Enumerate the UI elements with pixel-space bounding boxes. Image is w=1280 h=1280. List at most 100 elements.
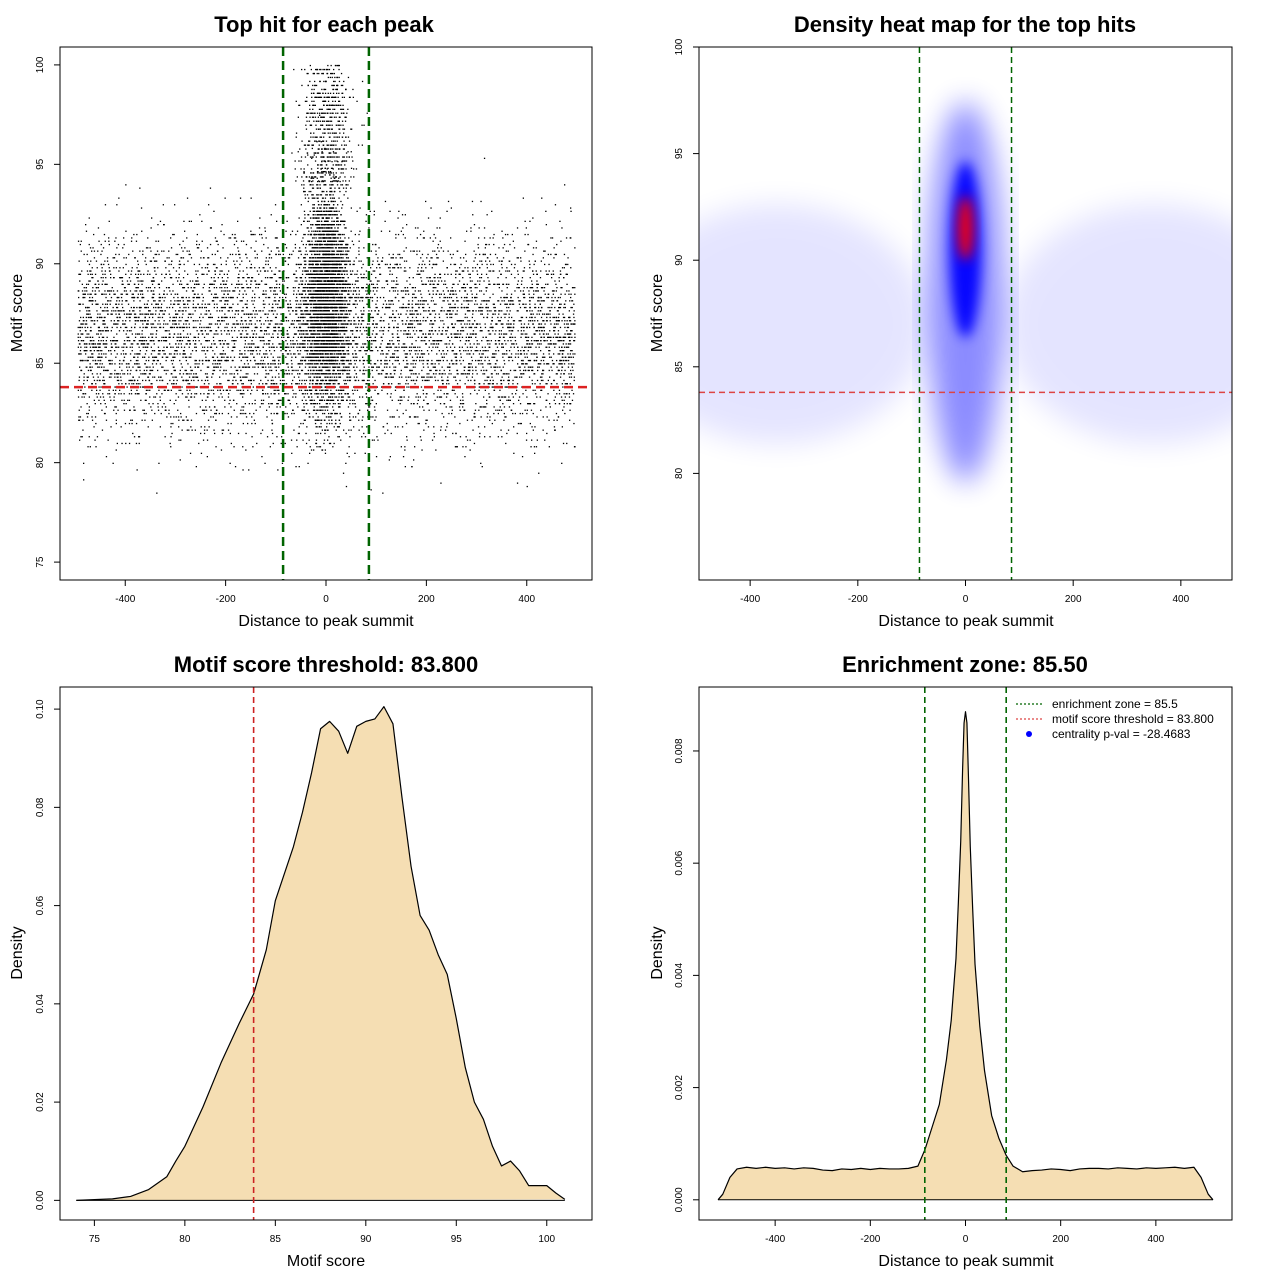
scatter-point [431, 310, 434, 312]
scatter-point [154, 260, 156, 262]
scatter-point [485, 406, 487, 408]
scatter-point [246, 346, 248, 348]
scatter-point [497, 277, 499, 279]
scatter-point [551, 306, 553, 309]
scatter-point [570, 323, 572, 325]
scatter-point [403, 396, 405, 398]
scatter-point [366, 396, 368, 398]
scatter-point [438, 313, 440, 315]
scatter-point [435, 346, 437, 348]
scatter-point [535, 359, 537, 362]
scatter-point [458, 280, 461, 282]
scatter-point [153, 260, 156, 262]
scatter-point [497, 340, 500, 342]
scatter-point [425, 419, 427, 421]
scatter-point [492, 353, 494, 355]
scatter-point [438, 373, 440, 375]
scatter-point [145, 306, 148, 309]
scatter-point [254, 359, 256, 362]
scatter-point [79, 353, 81, 355]
scatter-point [482, 363, 484, 365]
scatter-point [236, 283, 238, 285]
scatter-point [429, 237, 431, 239]
scatter-point [430, 280, 432, 282]
scatter-point [425, 422, 427, 425]
scatter-point [187, 393, 189, 395]
scatter-point [112, 306, 114, 309]
scatter-point [443, 296, 445, 299]
scatter-point [173, 303, 176, 305]
scatter-point [354, 353, 357, 355]
scatter-point [389, 416, 391, 418]
scatter-point [459, 359, 461, 362]
scatter-point [298, 389, 301, 391]
scatter-point [560, 293, 562, 295]
scatter-point [242, 287, 245, 289]
scatter-point [437, 283, 440, 285]
scatter-point [169, 379, 171, 382]
scatter-point [280, 323, 283, 325]
scatter-point [573, 303, 575, 305]
scatter-point [436, 353, 438, 355]
scatter-point [342, 396, 344, 398]
scatter-point [345, 383, 347, 385]
scatter-point [227, 359, 229, 362]
scatter-point [142, 409, 144, 411]
scatter-point [129, 340, 131, 342]
scatter-point [116, 442, 118, 445]
scatter-point [476, 263, 479, 266]
scatter-point [311, 283, 313, 285]
scatter-point [224, 197, 226, 199]
scatter-point [292, 250, 294, 252]
scatter-point [173, 233, 175, 236]
scatter-point [375, 277, 377, 279]
scatter-point [500, 273, 502, 275]
scatter-point [104, 273, 106, 275]
scatter-point [463, 296, 466, 299]
scatter-point [514, 336, 516, 338]
scatter-point [274, 290, 276, 292]
scatter-point [99, 346, 101, 348]
scatter-point [141, 330, 143, 332]
scatter-point [385, 306, 387, 309]
scatter-point [278, 376, 280, 378]
scatter-point [221, 270, 223, 272]
scatter-point [406, 336, 409, 338]
scatter-point [426, 257, 428, 259]
scatter-point [104, 403, 106, 405]
scatter-point [443, 403, 446, 405]
scatter-point [377, 366, 379, 368]
scatter-point [91, 373, 94, 375]
scatter-point [413, 250, 415, 252]
scatter-point [281, 436, 283, 438]
scatter-point [245, 373, 247, 375]
scatter-point [371, 369, 373, 372]
scatter-point [152, 290, 155, 292]
scatter-point [395, 283, 397, 285]
scatter-point [459, 403, 462, 405]
scatter-point [118, 197, 120, 199]
scatter-point [275, 280, 278, 282]
scatter-point [400, 446, 402, 448]
scatter-point [452, 306, 454, 309]
scatter-point [93, 379, 96, 382]
scatter-point [478, 227, 480, 229]
scatter-point [228, 270, 230, 272]
scatter-point [548, 419, 550, 421]
scatter-point [492, 303, 494, 305]
scatter-point [176, 340, 178, 342]
scatter-point [153, 396, 155, 398]
scatter-point [447, 290, 449, 292]
scatter-point [429, 369, 431, 372]
scatter-point [376, 369, 378, 372]
scatter-point [123, 257, 125, 259]
scatter-point [516, 287, 518, 289]
scatter-point [485, 303, 488, 305]
scatter-point [503, 353, 505, 355]
scatter-point [527, 233, 529, 236]
scatter-point [275, 366, 278, 368]
scatter-point [133, 306, 135, 309]
scatter-point [147, 313, 149, 315]
scatter-point [408, 330, 410, 332]
scatter-point [208, 270, 210, 272]
